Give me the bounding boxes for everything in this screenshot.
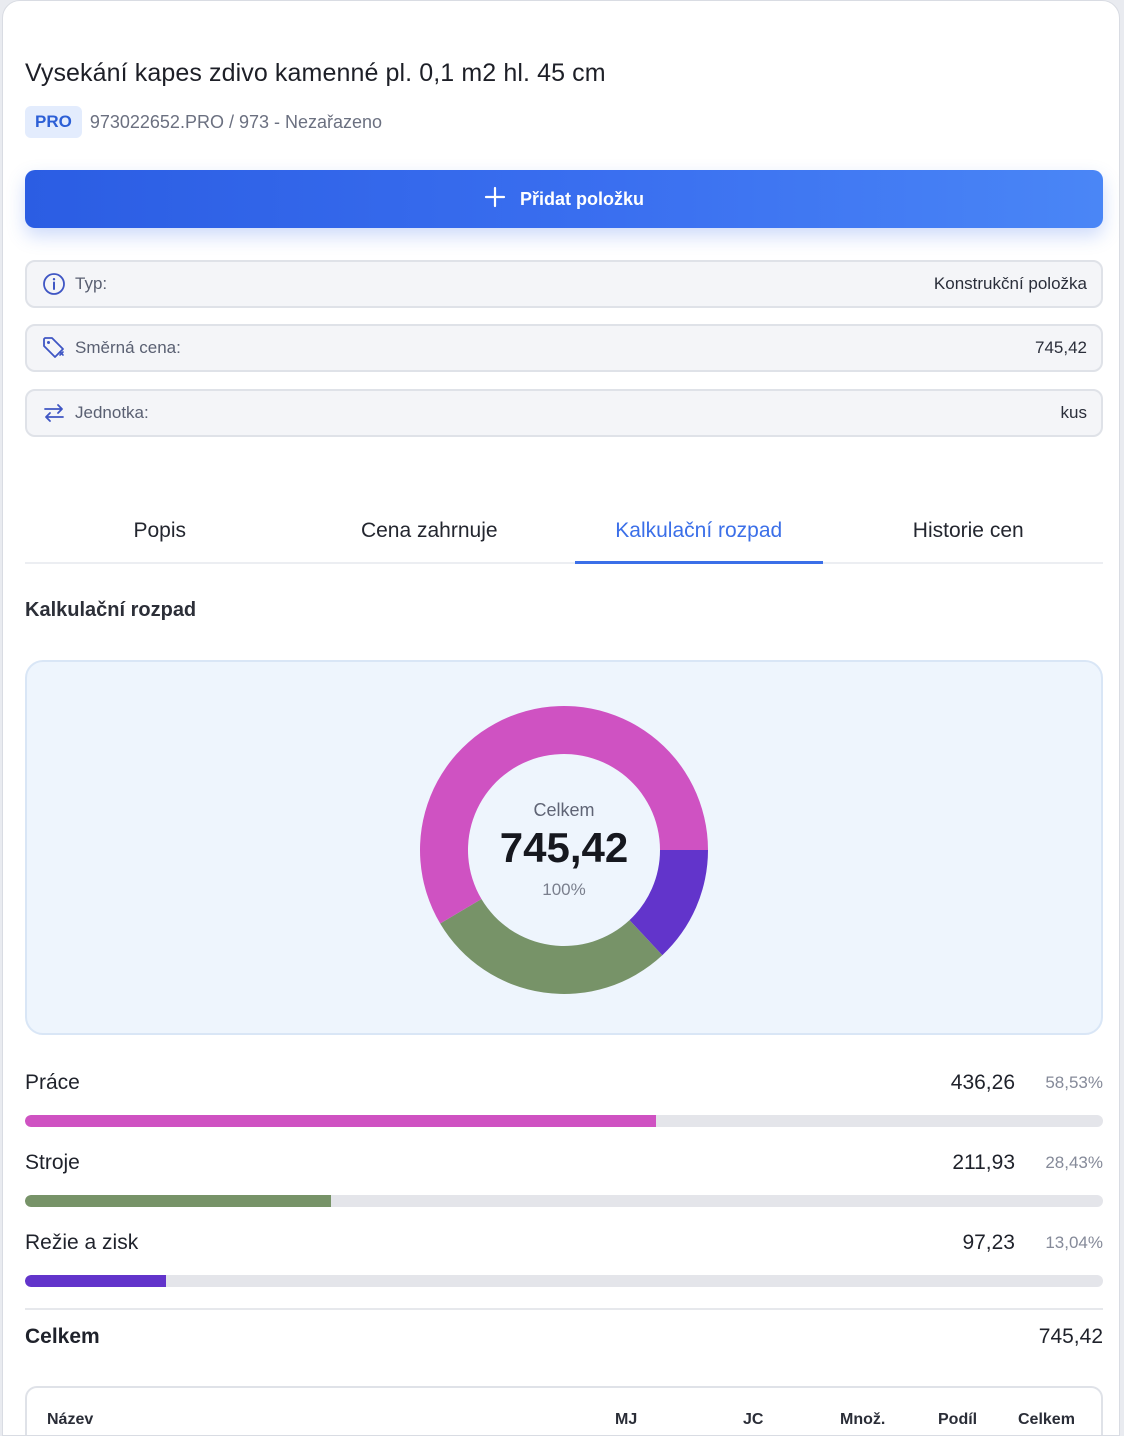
section-title: Kalkulační rozpad [25, 599, 197, 621]
donut-slice-práce[interactable] [420, 705, 708, 924]
tab-description[interactable]: Popis [133, 519, 187, 542]
breakdown-amount: 436,26 [950, 1071, 1015, 1094]
donut-chart: Celkem 745,42 100% [420, 705, 708, 994]
total-label: Celkem [25, 1325, 100, 1348]
donut-center-percent: 100% [542, 880, 585, 899]
tab-price-history[interactable]: Historie cen [912, 519, 1024, 542]
tab-price-includes[interactable]: Cena zahrnuje [360, 519, 498, 542]
donut-slice-stroje[interactable] [440, 898, 663, 994]
donut-chart-container: Celkem 745,42 100% [25, 660, 1103, 1035]
breakdown-percent: 13,04% [1045, 1233, 1103, 1252]
breakdown-label: Režie a zisk [25, 1231, 139, 1254]
donut-slice-režie-a-zisk[interactable] [629, 850, 708, 956]
total-amount: 745,42 [1038, 1325, 1103, 1348]
column-header-name[interactable]: Název [47, 1411, 94, 1428]
breakdown-track [25, 1195, 1103, 1207]
breakdown-label: Práce [25, 1071, 80, 1094]
info-key: Směrná cena: [75, 338, 181, 357]
breakdown-amount: 97,23 [962, 1231, 1015, 1254]
info-key: Typ: [75, 274, 108, 293]
breakdown-track [25, 1275, 1103, 1287]
breakdown-label: Stroje [25, 1151, 80, 1174]
breakdown-track [25, 1115, 1103, 1127]
breakdown-percent: 28,43% [1045, 1153, 1103, 1172]
breakdown-percent: 58,53% [1045, 1073, 1103, 1092]
info-row-price: Směrná cena: 745,42 [25, 324, 1103, 372]
column-header-unit-price[interactable]: JC [743, 1411, 764, 1428]
info-key: Jednotka: [75, 403, 149, 422]
breadcrumb: PRO 973022652.PRO / 973 - Nezařazeno [25, 106, 382, 138]
column-header-total[interactable]: Celkem [1018, 1411, 1075, 1428]
info-row-unit: Jednotka: kus [25, 389, 1103, 437]
donut-center-label: Celkem [533, 800, 594, 820]
add-item-button[interactable]: Přidat položku [25, 170, 1103, 228]
info-value: kus [1060, 403, 1087, 422]
column-header-share[interactable]: Podíl [938, 1411, 978, 1428]
info-row-type: Typ: Konstrukční položka [25, 260, 1103, 308]
info-value: Konstrukční položka [933, 274, 1087, 293]
item-code: 973022652.PRO / 973 - Nezařazeno [89, 111, 383, 132]
breakdown-fill [25, 1115, 656, 1127]
divider [25, 1308, 1103, 1310]
plus-icon [484, 184, 506, 214]
info-value: 745,42 [1035, 338, 1087, 357]
tab-calculation-breakdown[interactable]: Kalkulační rozpad [564, 501, 834, 564]
breakdown-fill [25, 1275, 166, 1287]
components-table: Název MJ JC Množ. Podíl Celkem [25, 1386, 1103, 1435]
breakdown-fill [25, 1195, 332, 1207]
info-icon [41, 271, 67, 297]
item-title: Vysekání kapes zdivo kamenné pl. 0,1 m2 … [25, 59, 606, 87]
pro-badge: PRO [25, 106, 82, 138]
column-header-unit[interactable]: MJ [615, 1411, 638, 1428]
column-header-quantity[interactable]: Množ. [840, 1411, 886, 1428]
detail-tabs: Popis Cena zahrnuje Kalkulační rozpad Hi… [25, 501, 1103, 564]
breakdown-amount: 211,93 [952, 1151, 1015, 1174]
add-item-label: Přidat položku [519, 188, 644, 209]
price-tag-icon [41, 335, 67, 361]
donut-center-value: 745,42 [500, 824, 628, 871]
swap-arrows-icon [41, 400, 67, 426]
